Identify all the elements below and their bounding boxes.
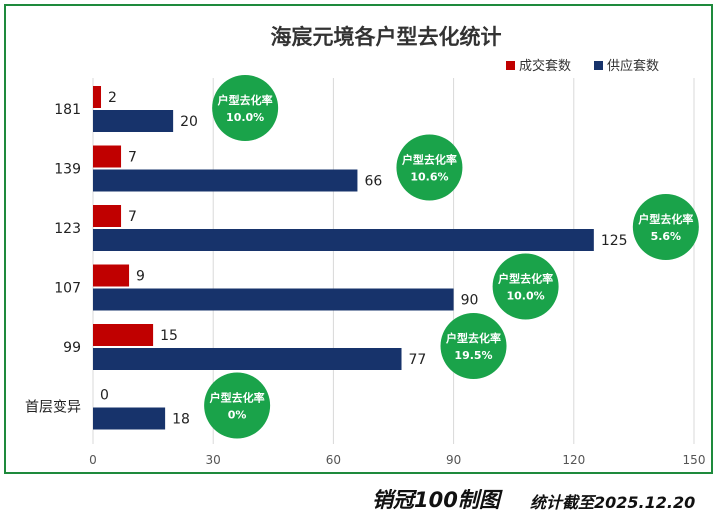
x-axis-ticks: 0 30 60 90 120 150 (89, 453, 705, 467)
rate-badge-circle (440, 313, 507, 379)
supply-bar (93, 348, 402, 370)
data-label: 18 (172, 412, 190, 428)
data-label: 66 (364, 174, 382, 190)
rate-badges: 户型去化率10.0%户型去化率10.6%户型去化率5.6%户型去化率10.0%户… (204, 75, 699, 439)
rate-badge-circle (492, 253, 559, 320)
rate-badge-value: 19.5% (454, 349, 492, 362)
category-label: 181 (54, 102, 81, 118)
rate-badge-value: 0% (228, 409, 247, 422)
data-label: 7 (128, 209, 137, 225)
rate-badge-label: 户型去化率 (638, 212, 693, 226)
rate-badge-label: 户型去化率 (446, 331, 501, 345)
rate-badge: 户型去化率 5.6% (632, 194, 699, 260)
rate-badge-label: 户型去化率 (402, 153, 457, 167)
rate-badge: 户型去化率 10.0% (212, 75, 279, 141)
data-label: 20 (180, 114, 198, 130)
category-label: 139 (54, 162, 81, 178)
grid-lines (92, 78, 695, 444)
bars (93, 86, 594, 430)
supply-bar (93, 288, 454, 311)
data-label: 2 (108, 90, 117, 106)
x-tick-label: 0 (89, 453, 97, 467)
supply-bar (93, 169, 358, 192)
footer-date: 统计截至2025.12.20 (530, 493, 696, 512)
rate-badge-circle (204, 372, 271, 439)
data-label: 125 (601, 233, 628, 249)
deal-bar (93, 86, 102, 108)
category-label: 107 (54, 281, 81, 297)
x-tick-label: 120 (562, 453, 585, 467)
category-label: 123 (54, 221, 81, 237)
rate-badge-value: 10.0% (507, 290, 545, 303)
data-label: 9 (136, 269, 145, 285)
data-label: 0 (100, 388, 109, 404)
rate-badge-value: 10.6% (410, 171, 448, 184)
data-label: 90 (461, 293, 479, 309)
rate-badge-circle (396, 134, 463, 201)
rate-badge-circle (212, 75, 279, 141)
data-label: 77 (409, 352, 427, 368)
deal-bar (93, 205, 122, 227)
category-labels: 181 139 123 107 99 首层变异 (25, 102, 81, 416)
chart-legend: 成交套数 供应套数 (506, 58, 659, 74)
rate-badge-label: 户型去化率 (498, 272, 553, 286)
rate-badge: 户型去化率 19.5% (440, 313, 507, 379)
rate-badge-label: 户型去化率 (218, 93, 273, 107)
rate-badge-label: 户型去化率 (210, 391, 265, 405)
legend-swatch (594, 61, 603, 70)
chart-title: 海宸元境各户型去化统计 (271, 25, 502, 49)
deal-bar (93, 324, 154, 346)
legend-label: 供应套数 (607, 58, 659, 74)
data-labels: 2 20 7 66 7 125 9 90 15 77 0 18 (100, 90, 628, 428)
supply-bar (93, 407, 166, 430)
rate-badge-value: 10.0% (226, 111, 264, 124)
x-tick-label: 90 (446, 453, 461, 467)
supply-bar (93, 110, 174, 132)
rate-badge: 户型去化率 0% (204, 372, 271, 439)
rate-badge-circle (632, 194, 699, 260)
data-label: 15 (160, 328, 178, 344)
deal-bar (93, 145, 122, 168)
supply-bar (93, 229, 594, 251)
category-label: 99 (63, 340, 81, 356)
rate-badge: 户型去化率 10.6% (396, 134, 463, 201)
category-label: 首层变异 (25, 400, 81, 416)
bar-chart: 海宸元境各户型去化统计 成交套数 供应套数 2207667125990157701… (25, 25, 705, 467)
rate-badge-value: 5.6% (651, 230, 682, 243)
deal-bar (93, 264, 130, 287)
chart-frame: 海宸元境各户型去化统计 成交套数 供应套数 2 20 7 66 7 125 9 90 15 77 0 1… (4, 4, 713, 474)
legend-swatch (506, 61, 515, 70)
x-tick-label: 60 (326, 453, 341, 467)
data-label: 7 (128, 150, 137, 166)
rate-badge: 户型去化率 10.0% (492, 253, 559, 320)
x-tick-label: 30 (206, 453, 221, 467)
x-tick-label: 150 (683, 453, 706, 467)
footer-brand: 销冠100制图 (372, 488, 500, 512)
legend-label: 成交套数 (519, 58, 571, 74)
